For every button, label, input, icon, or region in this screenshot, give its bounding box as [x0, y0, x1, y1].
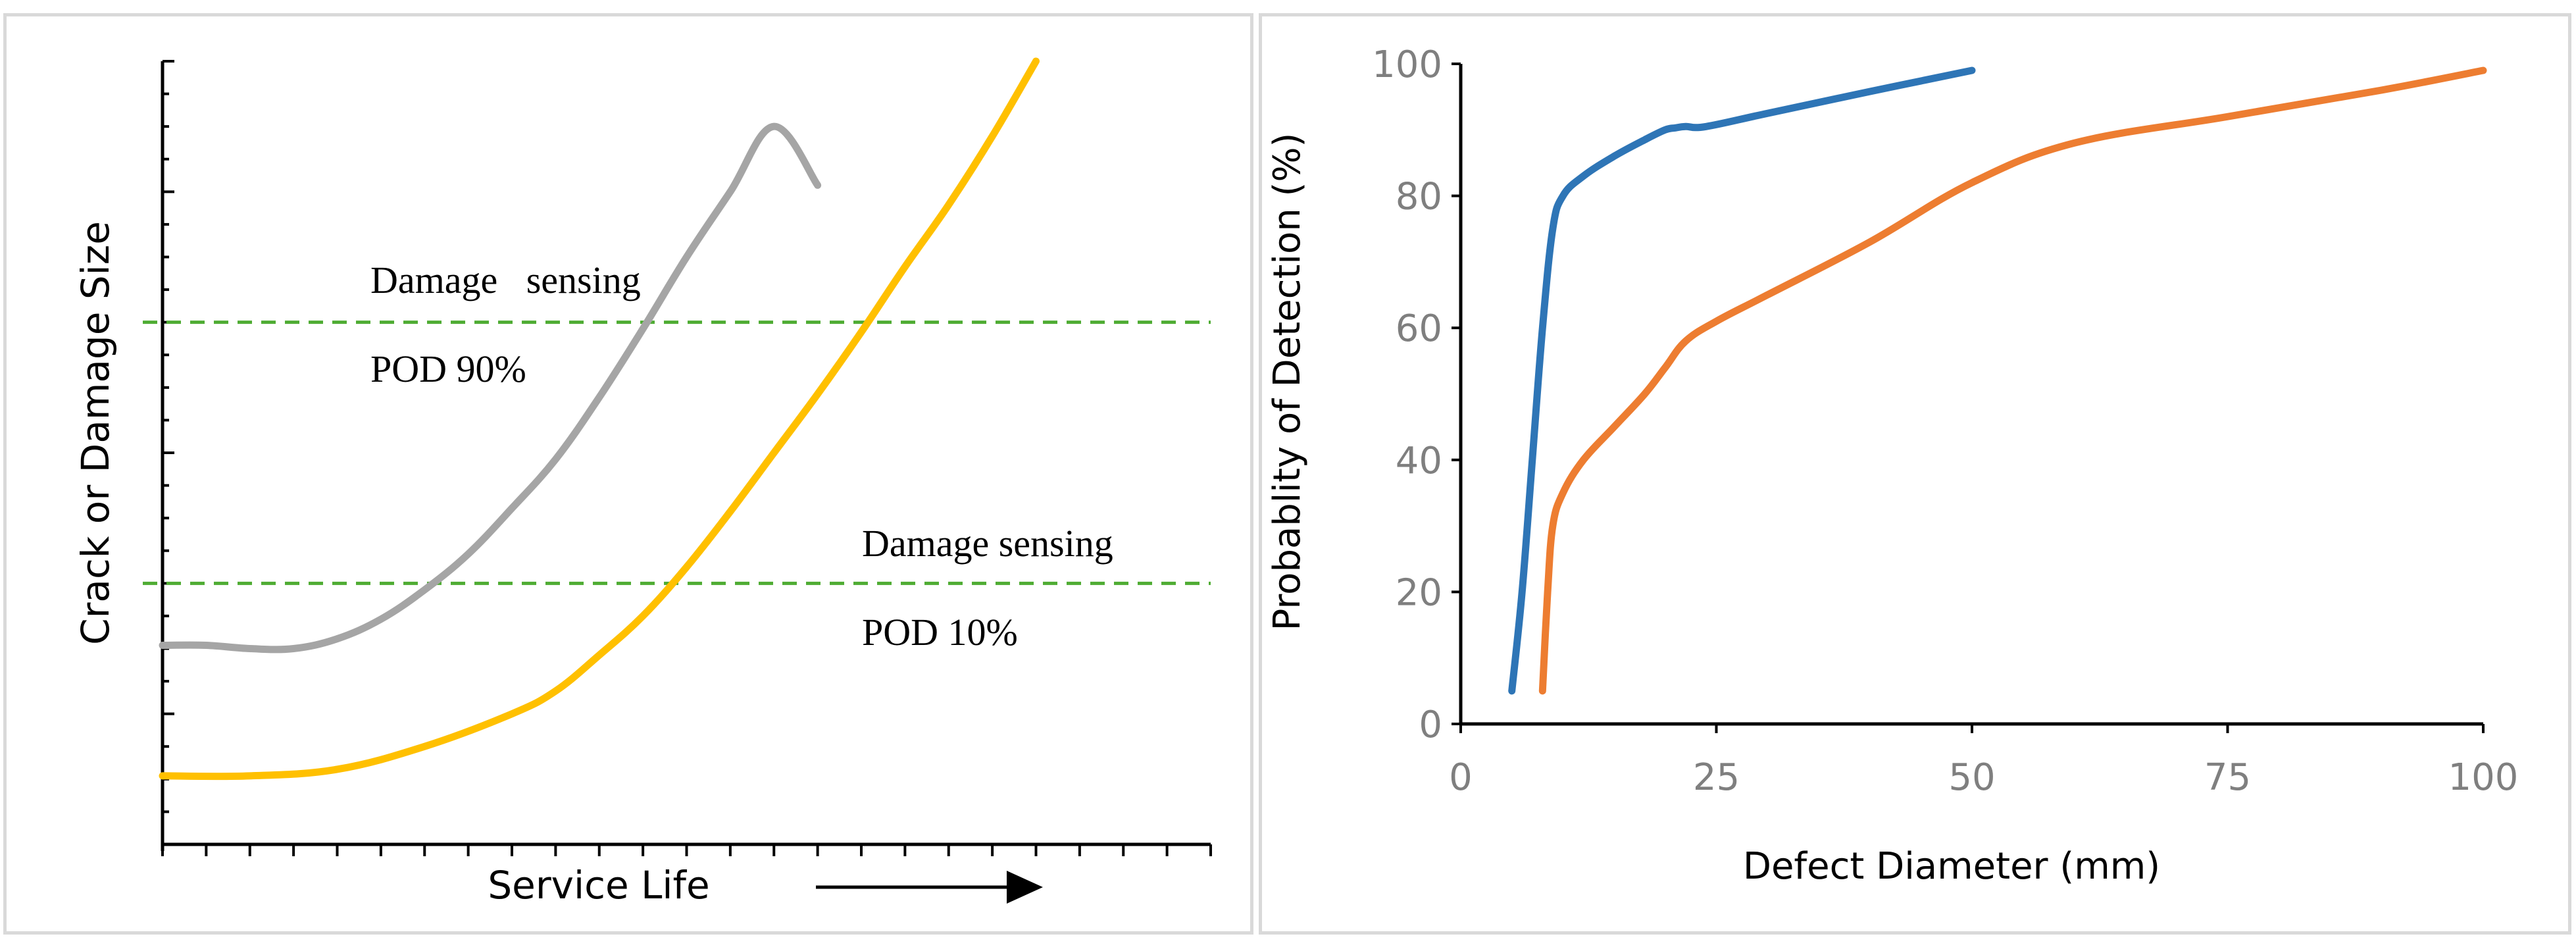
series-orange-curve — [1538, 66, 2487, 695]
pod90-label-line2: POD 90% — [370, 347, 526, 390]
left-series — [159, 57, 1040, 781]
right-x-tick-label: 50 — [1948, 756, 1995, 799]
right-axes — [1452, 63, 2485, 733]
series-blue-curve — [1508, 66, 1976, 695]
right-x-tick-label: 75 — [2204, 756, 2251, 799]
x-arrow — [816, 871, 1043, 904]
right-x-tick-label: 100 — [2448, 756, 2519, 799]
right-tick-labels: 0 20 40 60 80 100 0 25 50 75 100 — [1372, 43, 2518, 799]
right-y-tick-label: 80 — [1396, 176, 1442, 218]
pod-chart: 0 20 40 60 80 100 0 25 50 75 100 Probablity of Det… — [1266, 43, 2518, 888]
damage-size-chart: Crack or Damage Size Service Life Damage… — [73, 57, 1212, 908]
left-axes — [161, 61, 1211, 851]
right-y-tick-label: 40 — [1396, 440, 1442, 482]
left-x-axis-label: Service Life — [488, 863, 709, 908]
right-x-tick-label: 0 — [1449, 756, 1473, 799]
left-ticks — [161, 60, 1212, 856]
right-chart-panel: 0 20 40 60 80 100 0 25 50 75 100 Probablity of Det… — [1259, 13, 2571, 935]
pod10-label-line2: POD 10% — [862, 611, 1018, 654]
left-chart-panel: Crack or Damage Size Service Life Damage… — [3, 13, 1253, 935]
pod10-label-line1: Damage sensing — [862, 522, 1113, 565]
right-y-tick-label: 100 — [1372, 43, 1442, 86]
right-x-tick-label: 25 — [1693, 756, 1740, 799]
series-gray-curve — [159, 122, 822, 654]
pod90-label-line1: Damage sensing — [370, 259, 641, 301]
right-y-tick-label: 60 — [1396, 307, 1442, 350]
right-x-axis-label: Defect Diameter (mm) — [1743, 845, 2160, 888]
series-yellow-curve — [159, 57, 1040, 781]
right-y-tick-label: 20 — [1396, 571, 1442, 614]
right-series — [1508, 66, 2487, 695]
left-y-axis-label: Crack or Damage Size — [73, 221, 118, 645]
right-y-tick-label: 0 — [1419, 704, 1442, 746]
x-arrow-head — [1007, 871, 1043, 904]
right-y-axis-label: Probablity of Detection (%) — [1266, 133, 1309, 631]
